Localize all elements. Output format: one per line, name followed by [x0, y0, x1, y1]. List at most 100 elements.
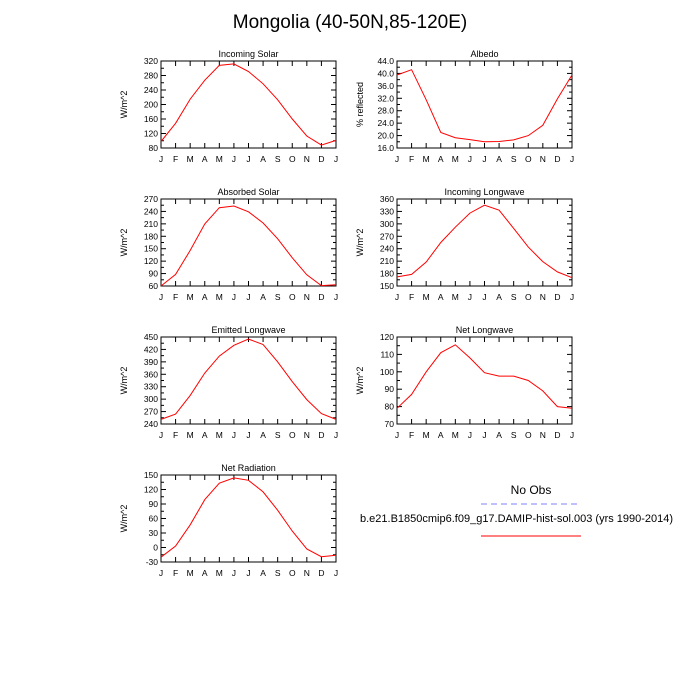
net-radiation-x-tick-label: M: [187, 568, 194, 578]
absorbed-solar-x-tick-label: S: [275, 292, 281, 302]
net-radiation-y-tick-label: -30: [146, 557, 159, 567]
albedo-series-line: [396, 69, 573, 143]
absorbed-solar-x-tick-label: J: [232, 292, 236, 302]
incoming-longwave-x-tick-label: J: [482, 292, 486, 302]
emitted-longwave-x-tick-label: M: [187, 430, 194, 440]
net-longwave-x-tick-label: J: [482, 430, 486, 440]
incoming-solar-y-tick-label: 240: [144, 85, 158, 95]
absorbed-solar-x-tick-label: F: [173, 292, 178, 302]
incoming-solar-x-tick-label: D: [318, 154, 324, 164]
net-longwave-plot-frame: [396, 336, 573, 425]
net-longwave-y-tick-label: 80: [385, 402, 395, 412]
net-longwave-y-tick-label: 100: [380, 367, 394, 377]
incoming-longwave-y-tick-label: 240: [380, 244, 394, 254]
emitted-longwave-y-tick-label: 330: [144, 382, 158, 392]
absorbed-solar-y-tick-label: 150: [144, 244, 158, 254]
absorbed-solar-x-tick-label: A: [260, 292, 266, 302]
incoming-solar-panel-title: Incoming Solar: [218, 49, 278, 59]
incoming-longwave-y-tick-label: 180: [380, 269, 394, 279]
albedo-x-tick-label: N: [540, 154, 546, 164]
incoming-longwave-panel-title: Incoming Longwave: [444, 187, 524, 197]
incoming-longwave-y-tick-label: 150: [380, 281, 394, 291]
incoming-solar-y-tick-label: 120: [144, 129, 158, 139]
albedo-y-tick-label: 44.0: [377, 56, 394, 66]
emitted-longwave-x-tick-label: J: [232, 430, 236, 440]
absorbed-solar-x-tick-label: A: [202, 292, 208, 302]
absorbed-solar-x-tick-label: J: [334, 292, 338, 302]
incoming-solar-x-tick-label: J: [232, 154, 236, 164]
absorbed-solar-x-tick-label: J: [159, 292, 163, 302]
net-longwave-x-tick-label: D: [554, 430, 560, 440]
absorbed-solar-x-tick-label: D: [318, 292, 324, 302]
incoming-solar-y-tick-label: 80: [149, 143, 159, 153]
absorbed-solar-y-tick-label: 120: [144, 256, 158, 266]
albedo-y-tick-label: 40.0: [377, 68, 394, 78]
absorbed-solar-x-tick-label: N: [304, 292, 310, 302]
net-longwave-panel-title: Net Longwave: [456, 325, 514, 335]
net-radiation-x-tick-label: J: [334, 568, 338, 578]
incoming-longwave-series-line: [396, 204, 573, 279]
albedo-x-tick-label: J: [570, 154, 574, 164]
emitted-longwave-x-tick-label: S: [275, 430, 281, 440]
emitted-longwave-y-tick-label: 420: [144, 344, 158, 354]
absorbed-solar-y-tick-label: 90: [149, 269, 159, 279]
incoming-solar-x-tick-label: N: [304, 154, 310, 164]
incoming-longwave-x-tick-label: S: [511, 292, 517, 302]
incoming-longwave-x-tick-label: N: [540, 292, 546, 302]
albedo-x-tick-label: D: [554, 154, 560, 164]
emitted-longwave-x-tick-label: O: [289, 430, 296, 440]
incoming-solar-x-tick-label: O: [289, 154, 296, 164]
net-longwave-x-tick-label: O: [525, 430, 532, 440]
albedo-x-tick-label: J: [395, 154, 399, 164]
emitted-longwave-y-tick-label: 300: [144, 394, 158, 404]
incoming-solar-x-tick-label: J: [246, 154, 250, 164]
net-longwave-x-tick-label: A: [496, 430, 502, 440]
incoming-solar-y-tick-label: 200: [144, 100, 158, 110]
figure-title: Mongolia (40-50N,85-120E): [232, 12, 468, 33]
incoming-longwave-x-tick-label: J: [570, 292, 574, 302]
net-longwave-y-tick-label: 110: [380, 349, 394, 359]
emitted-longwave-y-tick-label: 270: [144, 407, 158, 417]
net-radiation-y-tick-label: 30: [149, 528, 159, 538]
emitted-longwave-y-tick-label: 240: [144, 419, 158, 429]
albedo-y-tick-label: 24.0: [377, 118, 394, 128]
net-longwave-series-line: [396, 344, 573, 409]
legend-no-obs-label: No Obs: [510, 483, 552, 497]
net-radiation-x-tick-label: J: [232, 568, 236, 578]
incoming-solar-y-tick-label: 280: [144, 71, 158, 81]
net-radiation-y-tick-label: 60: [149, 514, 159, 524]
albedo-x-tick-label: M: [452, 154, 459, 164]
incoming-solar-x-tick-label: M: [216, 154, 223, 164]
net-radiation-x-tick-label: J: [159, 568, 163, 578]
net-radiation-y-tick-label: 150: [144, 470, 158, 480]
albedo-x-tick-label: J: [482, 154, 486, 164]
net-longwave-y-tick-label: 120: [380, 332, 394, 342]
net-radiation-x-tick-label: F: [173, 568, 178, 578]
absorbed-solar-x-tick-label: M: [187, 292, 194, 302]
albedo-x-tick-label: S: [511, 154, 517, 164]
legend-run-label: b.e21.B1850cmip6.f09_g17.DAMIP-hist-sol.…: [360, 513, 674, 525]
net-radiation-y-tick-label: 0: [153, 543, 158, 553]
net-radiation-x-tick-label: A: [260, 568, 266, 578]
net-radiation-x-tick-label: N: [304, 568, 310, 578]
net-longwave-x-tick-label: J: [570, 430, 574, 440]
net-longwave-x-tick-label: J: [468, 430, 472, 440]
albedo-x-tick-label: A: [496, 154, 502, 164]
absorbed-solar-y-tick-label: 180: [144, 231, 158, 241]
net-radiation-y-tick-label: 90: [149, 499, 159, 509]
incoming-solar-y-tick-label: 320: [144, 56, 158, 66]
net-longwave-x-tick-label: M: [452, 430, 459, 440]
incoming-longwave-y-tick-label: 330: [380, 206, 394, 216]
albedo-x-tick-label: F: [409, 154, 414, 164]
net-radiation-panel-title: Net Radiation: [221, 463, 276, 473]
incoming-longwave-x-tick-label: O: [525, 292, 532, 302]
net-radiation-series-line: [160, 477, 337, 558]
incoming-longwave-x-tick-label: F: [409, 292, 414, 302]
absorbed-solar-x-tick-label: M: [216, 292, 223, 302]
incoming-solar-x-tick-label: J: [159, 154, 163, 164]
emitted-longwave-panel-title: Emitted Longwave: [211, 325, 285, 335]
net-radiation-plot-frame: [160, 474, 337, 563]
emitted-longwave-y-tick-label: 390: [144, 357, 158, 367]
net-radiation-x-tick-label: M: [216, 568, 223, 578]
net-longwave-y-tick-label: 70: [385, 419, 395, 429]
